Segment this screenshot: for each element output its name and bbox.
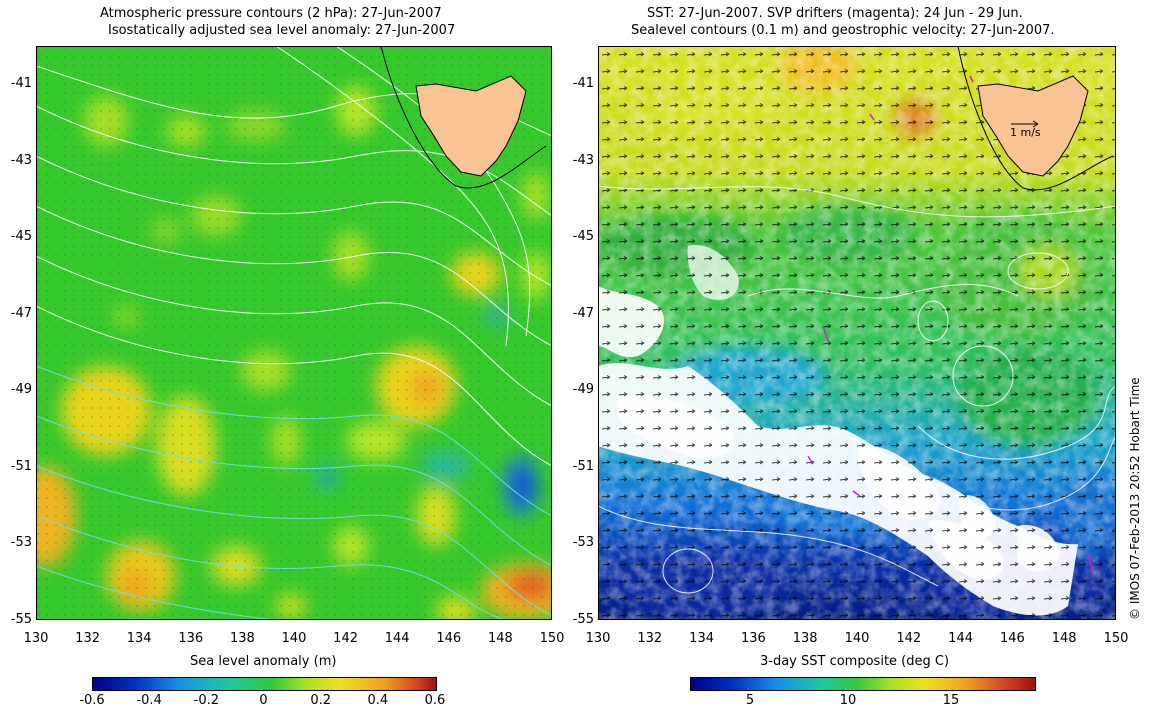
sea-level-anomaly-map <box>36 46 552 620</box>
left-y-tick-4: -49 <box>10 382 32 397</box>
sst-map: 1 m/s <box>598 46 1116 620</box>
right-title-line2: Sealevel contours (0.1 m) and geostrophi… <box>631 23 1055 38</box>
velocity-scale-label: 1 m/s <box>1010 126 1041 139</box>
right-colorbar <box>690 677 1036 691</box>
left-colorbar-tick-1: -0.4 <box>136 693 162 708</box>
left-colorbar-tick-4: 0.2 <box>310 693 331 708</box>
right-x-tick-3: 136 <box>740 631 766 646</box>
right-x-tick-4: 138 <box>792 631 818 646</box>
left-x-tick-9: 148 <box>487 631 513 646</box>
left-y-tick-3: -47 <box>10 305 32 321</box>
right-colorbar-tick-1: 10 <box>839 693 857 708</box>
right-x-tick-0: 130 <box>585 631 611 646</box>
right-x-tick-1: 132 <box>637 631 663 646</box>
left-x-tick-6: 142 <box>333 631 358 646</box>
left-x-tick-4: 138 <box>229 631 255 646</box>
left-colorbar-tick-5: 0.4 <box>367 693 389 708</box>
left-title-line1: Atmospheric pressure contours (2 hPa): 2… <box>100 6 442 21</box>
left-y-tick-0: -41 <box>10 76 32 91</box>
left-colorbar-tick-3: 0 <box>259 693 268 708</box>
left-colorbar-tick-6: 0.6 <box>424 693 446 708</box>
right-y-tick-3: -47 <box>572 305 594 321</box>
left-x-tick-7: 144 <box>384 631 410 646</box>
right-y-tick-4: -49 <box>572 382 594 397</box>
left-title-line2: Isostatically adjusted sea level anomaly… <box>108 23 456 38</box>
right-colorbar-tick-0: 5 <box>745 693 755 708</box>
right-y-tick-2: -45 <box>572 229 594 244</box>
right-colorbar-label: 3-day SST composite (deg C) <box>760 654 950 669</box>
right-x-tick-7: 144 <box>948 631 973 646</box>
left-y-tick-6: -53 <box>10 535 32 550</box>
left-x-tick-2: 134 <box>126 631 152 646</box>
tasmania-land <box>415 75 527 177</box>
right-title-line1: SST: 27-Jun-2007. SVP drifters (magenta)… <box>647 6 1023 21</box>
left-colorbar-tick-2: -0.2 <box>193 693 220 708</box>
left-y-tick-7: -55 <box>10 611 32 627</box>
tasmania-land <box>977 75 1089 177</box>
right-x-tick-10: 150 <box>1103 631 1129 646</box>
left-colorbar <box>92 677 437 691</box>
right-y-tick-5: -51 <box>572 458 594 474</box>
left-x-tick-3: 136 <box>178 631 204 646</box>
left-x-tick-8: 146 <box>436 631 462 646</box>
right-x-tick-9: 148 <box>1051 631 1077 646</box>
left-x-tick-5: 140 <box>281 631 307 646</box>
left-y-tick-5: -51 <box>10 458 32 474</box>
right-x-tick-5: 140 <box>844 631 870 646</box>
right-x-tick-2: 134 <box>689 631 714 646</box>
left-colorbar-tick-0: -0.6 <box>79 693 105 708</box>
left-colorbar-label: Sea level anomaly (m) <box>190 654 337 669</box>
copyright-credit: © IMOS 07-Feb-2013 20:52 Hobart Time <box>1128 377 1142 620</box>
left-y-tick-1: -43 <box>10 152 32 168</box>
right-y-tick-6: -53 <box>572 535 594 550</box>
right-y-tick-0: -41 <box>572 76 594 91</box>
svp-drifters <box>807 75 1094 572</box>
left-x-tick-0: 130 <box>23 631 49 646</box>
left-x-tick-10: 150 <box>539 631 565 646</box>
right-y-tick-1: -43 <box>572 152 594 168</box>
left-x-tick-1: 132 <box>75 631 100 646</box>
left-y-tick-2: -45 <box>10 229 32 244</box>
right-colorbar-tick-2: 15 <box>942 693 960 708</box>
right-x-tick-8: 146 <box>999 631 1025 646</box>
right-y-tick-7: -55 <box>572 611 594 627</box>
right-x-tick-6: 142 <box>896 631 922 646</box>
